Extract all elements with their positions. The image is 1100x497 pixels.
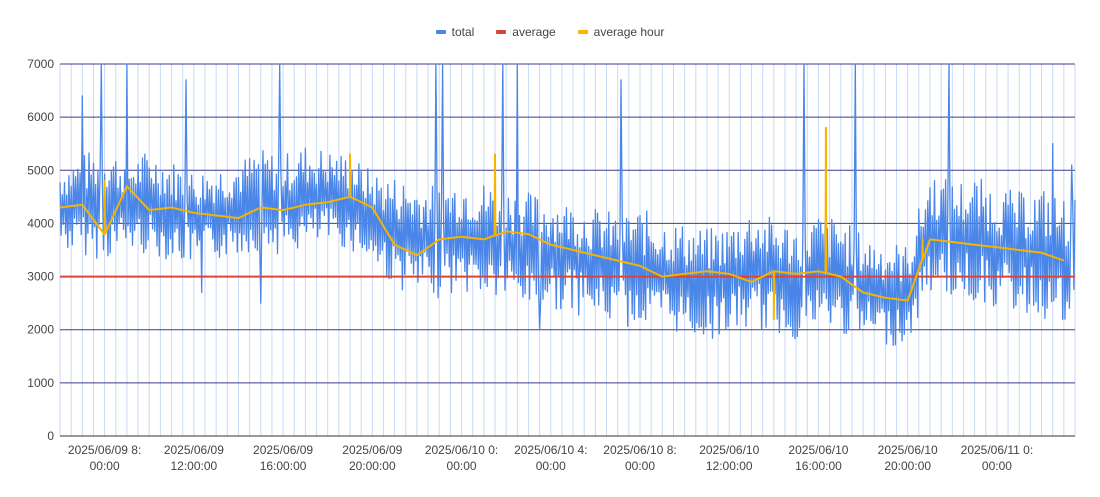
x-tick-label: 00:00	[536, 459, 566, 473]
x-tick-label: 20:00:00	[349, 459, 396, 473]
x-tick-label: 20:00:00	[884, 459, 931, 473]
legend-item-average-hour[interactable]: average hour	[577, 25, 665, 39]
x-tick-label: 2025/06/10 4:	[514, 443, 587, 457]
y-tick-label: 3000	[27, 270, 54, 284]
y-tick-label: 2000	[27, 323, 54, 337]
x-tick-label: 00:00	[982, 459, 1012, 473]
x-tick-label: 2025/06/10	[878, 443, 938, 457]
legend-label-total: total	[451, 25, 475, 39]
x-tick-label: 00:00	[625, 459, 655, 473]
y-tick-label: 5000	[27, 163, 54, 177]
legend-item-average[interactable]: average	[496, 25, 556, 39]
x-tick-label: 2025/06/09	[164, 443, 224, 457]
x-tick-label: 00:00	[90, 459, 120, 473]
legend-label-average-hour: average hour	[593, 25, 665, 39]
x-tick-label: 00:00	[447, 459, 477, 473]
legend-swatch-average	[496, 30, 507, 34]
legend-swatch-average-hour	[577, 30, 588, 34]
legend: total average average hour	[0, 25, 1100, 39]
x-tick-label: 16:00:00	[795, 459, 842, 473]
x-tick-label: 2025/06/10	[788, 443, 848, 457]
series-total-line	[59, 63, 1076, 346]
legend-label-average: average	[512, 25, 556, 39]
x-tick-label: 2025/06/11 0:	[961, 443, 1034, 457]
x-tick-label: 16:00:00	[260, 459, 307, 473]
series-average-hour-line	[59, 126, 1065, 321]
x-tick-label: 2025/06/09	[253, 443, 313, 457]
y-tick-label: 6000	[27, 110, 54, 124]
y-tick-label: 7000	[27, 57, 54, 71]
x-tick-label: 12:00:00	[706, 459, 753, 473]
x-tick-label: 2025/06/09	[342, 443, 402, 457]
x-tick-label: 2025/06/10 0:	[425, 443, 498, 457]
legend-swatch-total	[435, 30, 446, 34]
y-tick-label: 1000	[27, 376, 54, 390]
y-tick-label: 4000	[27, 216, 54, 230]
x-tick-label: 2025/06/10	[699, 443, 759, 457]
y-tick-label: 0	[47, 429, 54, 443]
x-tick-label: 2025/06/09 8:	[68, 443, 141, 457]
x-tick-label: 12:00:00	[170, 459, 217, 473]
legend-item-total[interactable]: total	[435, 25, 475, 39]
x-tick-label: 2025/06/10 8:	[603, 443, 676, 457]
